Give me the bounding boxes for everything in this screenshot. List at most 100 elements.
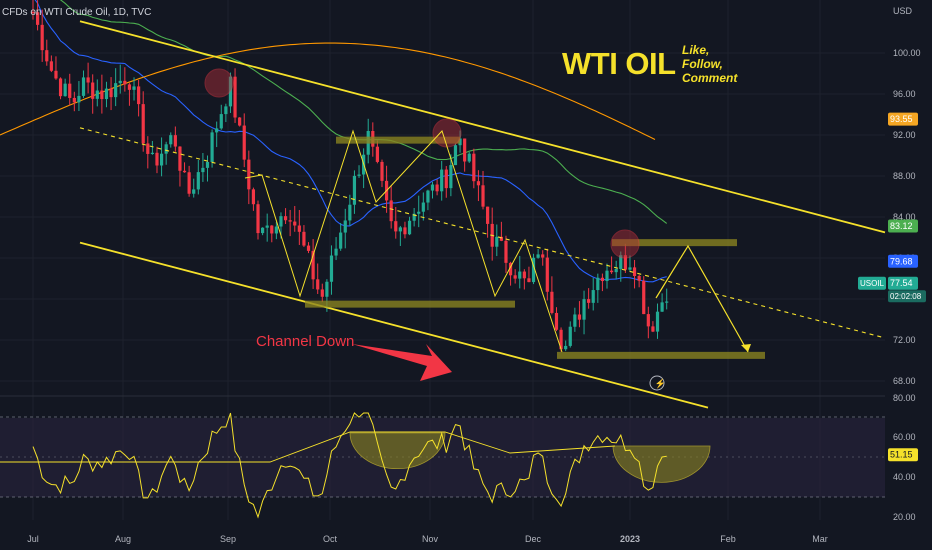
symbol-badge: USOIL (860, 279, 885, 288)
candle-body (104, 88, 109, 100)
channel-down-label: Channel Down (256, 333, 355, 350)
candle-body (495, 236, 499, 247)
candle-body (453, 145, 458, 166)
candle-body (265, 225, 269, 228)
candle-body (247, 159, 251, 190)
price-label-bg (888, 276, 918, 290)
candle-body (187, 172, 191, 194)
x-tick-label: Feb (720, 534, 736, 544)
price-label-value: 93.55 (890, 114, 913, 124)
candle-body (306, 245, 311, 251)
candle-body (201, 167, 205, 173)
support-resistance-zone (336, 136, 460, 144)
candle-body (169, 135, 173, 145)
candle-body (398, 227, 402, 232)
channel-upper-line (79, 20, 886, 234)
candle-body (508, 262, 513, 276)
candle-body (467, 153, 471, 162)
candle-body (196, 172, 200, 190)
cta-follow: Follow, (682, 57, 723, 71)
y-tick-label: 100.00 (893, 48, 921, 58)
candle-body (646, 314, 650, 327)
candle-body (472, 153, 476, 182)
rsi-bowl-highlight (349, 432, 446, 470)
candle-body (325, 281, 329, 297)
candles (31, 0, 669, 352)
candle-body (40, 24, 44, 51)
candle-body (343, 220, 347, 233)
trend-drawings: ⚡ (79, 20, 886, 409)
candle-body (242, 125, 246, 160)
price-label-value: 77.54 (890, 278, 913, 288)
candle-body (137, 86, 141, 105)
candle-body (49, 61, 53, 71)
candle-body (394, 221, 398, 232)
candle-body (77, 95, 81, 103)
rsi-level-label: 80.00 (893, 393, 916, 403)
touch-highlight-circle (432, 118, 462, 148)
candle-body (311, 250, 315, 280)
grid (0, 0, 885, 520)
candle-body (440, 169, 444, 192)
candle-body (637, 276, 641, 281)
candle-body (632, 267, 637, 277)
y-tick-label: 72.00 (893, 335, 916, 345)
candle-body (192, 189, 196, 194)
candle-body (660, 302, 664, 312)
candle-body (58, 78, 63, 97)
x-tick-label: 2023 (620, 534, 640, 544)
candle-body (605, 270, 609, 282)
candle-body (68, 83, 72, 98)
x-tick-label: Oct (323, 534, 338, 544)
candle-body (352, 175, 357, 205)
candle-body (238, 117, 242, 126)
candle-body (435, 184, 439, 192)
candle-body (256, 204, 260, 234)
candle-body (375, 146, 379, 162)
candle-body (63, 83, 67, 97)
channel-arrow (352, 344, 452, 381)
candle-body (91, 82, 95, 99)
candle-body (109, 88, 113, 98)
candle-body (426, 190, 430, 203)
x-tick-label: Mar (812, 534, 828, 544)
x-tick-label: Aug (115, 534, 131, 544)
candle-body (527, 278, 531, 283)
rsi-bowl-highlight (612, 445, 711, 483)
price-axis: USD100.0096.0092.0088.0084.0080.0076.007… (858, 6, 926, 522)
support-resistance-zone (305, 300, 515, 308)
candle-body (54, 70, 58, 79)
channel-midline (79, 127, 886, 339)
candle-body (329, 255, 334, 282)
candle-body (591, 290, 595, 303)
touch-highlight-circle (204, 68, 234, 98)
candle-body (651, 326, 655, 332)
candle-body (123, 80, 127, 85)
candle-body (389, 200, 393, 222)
zigzag-path (244, 129, 563, 353)
candle-body (513, 275, 517, 279)
rsi-trendline (0, 431, 616, 463)
candle-body (417, 211, 421, 214)
y-tick-label: 92.00 (893, 130, 916, 140)
wti-oil-title: WTI OIL (562, 46, 676, 81)
candle-body (550, 291, 554, 313)
candle-body (164, 144, 168, 154)
touch-highlight-circle (610, 229, 640, 259)
candle-body (614, 268, 618, 273)
ma-orange-line (0, 42, 656, 140)
time-axis: Jul Aug Sep Oct Nov Dec 2023 Feb Mar (27, 534, 828, 544)
rsi-tick-label: 40.00 (893, 472, 916, 482)
rsi-value-bg (888, 448, 918, 462)
candle-body (573, 314, 577, 327)
channel-lower-line (79, 241, 709, 409)
price-label-value: 79.68 (890, 256, 913, 266)
candle-body (320, 289, 324, 297)
candle-body (288, 220, 292, 222)
candle-body (619, 255, 623, 269)
price-label-bg (888, 112, 918, 126)
candle-body (564, 345, 568, 350)
candle-body (316, 279, 320, 290)
candle-body (600, 277, 605, 282)
